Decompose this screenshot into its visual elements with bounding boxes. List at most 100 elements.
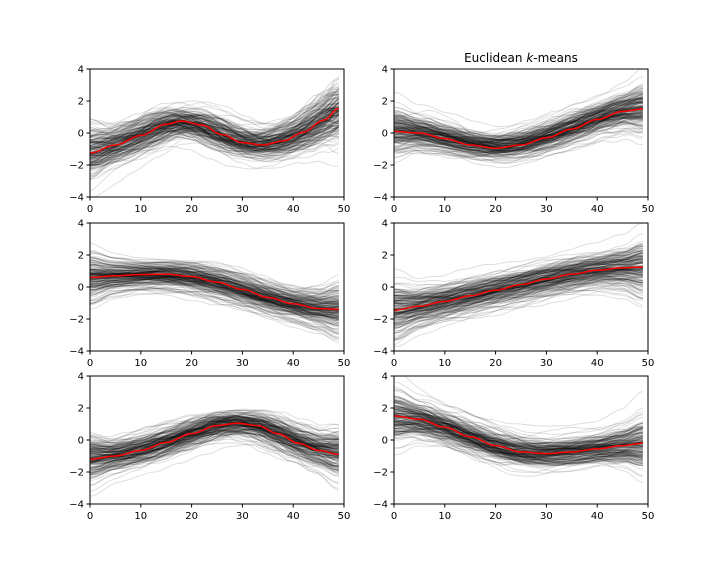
series-line <box>90 119 340 154</box>
series-line <box>90 264 339 299</box>
series-line <box>90 421 339 459</box>
series-line <box>394 427 643 461</box>
series-line <box>394 245 643 295</box>
x-tick-label: 20 <box>489 204 502 215</box>
series-line <box>394 255 644 299</box>
series-line <box>394 284 643 332</box>
series-line <box>394 258 643 305</box>
series-line <box>394 415 644 456</box>
series-line <box>90 421 339 456</box>
series-line <box>90 259 339 292</box>
series-line <box>394 436 643 473</box>
series-line <box>90 276 339 317</box>
series-line <box>90 121 340 156</box>
series-line <box>90 102 340 146</box>
series-line <box>90 133 339 178</box>
series-line <box>90 422 339 459</box>
series-line <box>90 418 340 453</box>
series-line <box>394 247 643 296</box>
series-line <box>90 103 339 146</box>
series-line <box>394 249 644 293</box>
series-group <box>90 76 340 197</box>
series-line <box>90 275 339 310</box>
series-line <box>394 410 644 451</box>
series-line <box>394 429 643 464</box>
series-line <box>90 269 339 305</box>
series-line <box>394 287 644 342</box>
series-line <box>90 275 339 314</box>
series-line <box>394 252 643 294</box>
series-line <box>90 276 339 314</box>
series-line <box>394 110 643 154</box>
series-line <box>394 413 643 452</box>
series-line <box>90 96 340 143</box>
series-line <box>90 125 339 169</box>
series-line <box>394 410 643 451</box>
series-line <box>90 426 340 464</box>
series-line <box>394 278 643 324</box>
series-line <box>90 432 340 476</box>
series-line <box>394 434 644 468</box>
series-line <box>90 133 340 180</box>
series-line <box>90 414 340 450</box>
series-line <box>90 443 340 497</box>
series-line <box>394 402 643 450</box>
series-line <box>394 408 643 454</box>
series-line <box>90 272 339 308</box>
series-line <box>394 433 644 467</box>
series-line <box>394 430 643 466</box>
series-group <box>394 376 644 484</box>
series-line <box>394 270 643 315</box>
series-line <box>394 99 643 142</box>
series-line <box>90 278 339 318</box>
series-line <box>90 417 340 453</box>
series-line <box>394 269 644 316</box>
series-line <box>394 283 643 334</box>
series-line <box>394 439 644 477</box>
series-line <box>394 397 644 448</box>
series-line <box>90 420 340 459</box>
y-tick-label: 4 <box>78 219 84 230</box>
series-line <box>90 422 340 461</box>
series-line <box>90 266 339 312</box>
series-line <box>394 116 643 158</box>
series-line <box>90 421 339 459</box>
series-line <box>90 410 339 442</box>
series-line <box>394 405 644 450</box>
series-line <box>394 402 643 446</box>
series-line <box>394 258 643 305</box>
series-line <box>90 420 339 457</box>
series-line <box>90 262 340 304</box>
series-line <box>394 129 643 162</box>
series-line <box>90 265 339 306</box>
series-line <box>394 419 643 456</box>
series-line <box>90 278 339 319</box>
series-line <box>394 400 643 449</box>
series-group <box>394 69 644 169</box>
series-line <box>90 102 339 147</box>
series-line <box>394 395 644 444</box>
series-line <box>90 282 339 334</box>
series-line <box>90 417 339 456</box>
series-line <box>394 97 643 143</box>
series-line <box>394 113 643 153</box>
series-line <box>394 274 643 321</box>
series-line <box>90 76 340 126</box>
series-line <box>90 268 339 310</box>
series-line <box>90 411 339 445</box>
series-line <box>90 122 340 167</box>
series-line <box>394 278 644 329</box>
series-line <box>394 98 643 143</box>
series-line <box>90 252 340 296</box>
series-line <box>90 424 340 462</box>
series-line <box>394 423 643 458</box>
series-line <box>90 419 339 452</box>
series-line <box>394 118 643 154</box>
series-line <box>90 430 340 471</box>
series-line <box>90 130 340 170</box>
series-line <box>394 268 643 315</box>
series-line <box>394 122 644 157</box>
series-line <box>394 270 643 314</box>
y-tick-label: 2 <box>382 97 388 108</box>
series-line <box>90 264 339 301</box>
